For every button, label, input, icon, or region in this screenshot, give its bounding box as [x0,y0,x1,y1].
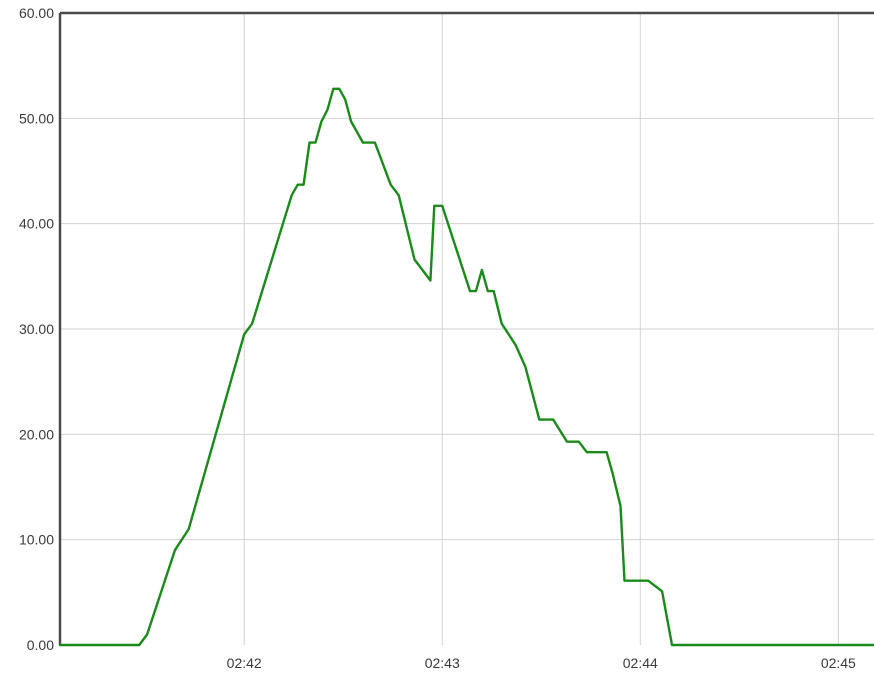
x-tick-label: 02:42 [227,655,262,671]
x-tick-label: 02:44 [623,655,658,671]
series-layer [58,87,874,647]
y-tick-label: 50.00 [19,110,54,126]
series-line [58,87,874,647]
y-tick-label: 20.00 [19,426,54,442]
y-tick-label: 40.00 [19,216,54,232]
tick-labels: 0.00 10.00 20.00 30.00 40.00 50.00 60.00 02:42 0… [19,5,856,671]
x-tick-label: 02:43 [425,655,460,671]
y-tick-label: 10.00 [19,532,54,548]
y-tick-label: 60.00 [19,5,54,21]
chart-axes [58,11,874,645]
grid-lines [60,13,874,645]
y-tick-label: 30.00 [19,321,54,337]
y-tick-label: 0.00 [27,637,54,653]
x-tick-label: 02:45 [821,655,856,671]
